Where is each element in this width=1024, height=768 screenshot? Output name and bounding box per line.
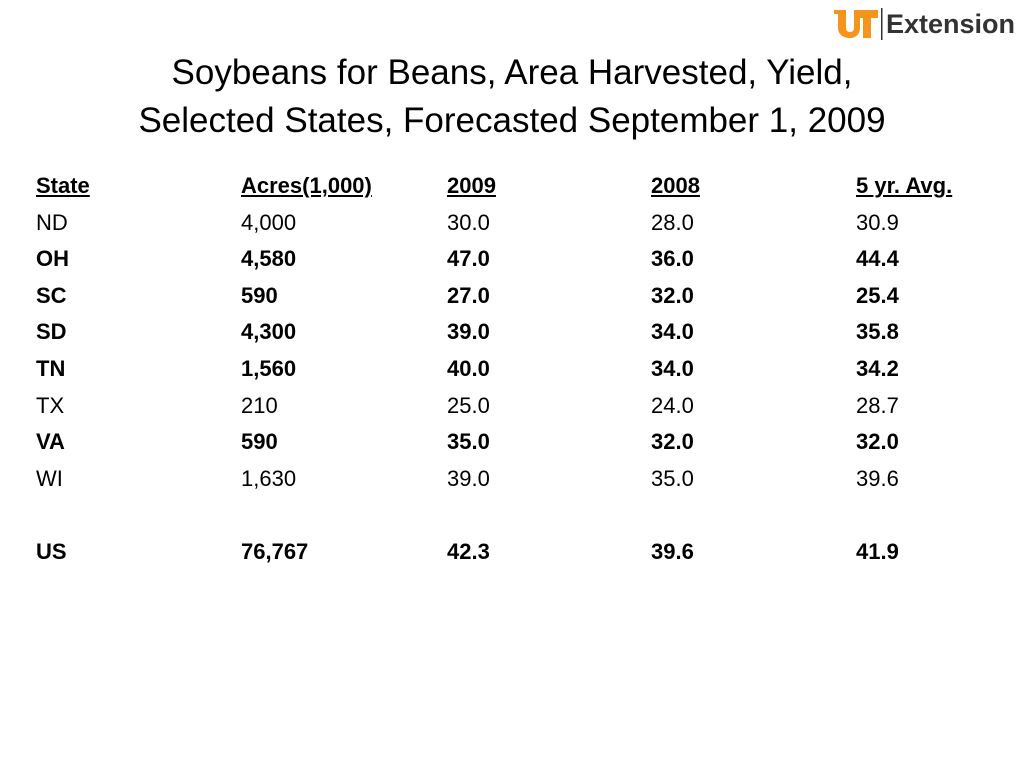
cell-2008: 35.0 xyxy=(651,465,694,491)
total-2008: 39.6 xyxy=(651,538,694,564)
cell-state: WI xyxy=(36,465,63,491)
cell-5yr-avg: 30.9 xyxy=(856,209,899,235)
cell-state: SD xyxy=(36,319,67,345)
total-5yr-avg: 41.9 xyxy=(856,538,899,564)
table-row: ND 4,000 30.0 28.0 30.9 xyxy=(36,205,1016,242)
cell-2009: 25.0 xyxy=(447,392,490,418)
logo-text: Extension xyxy=(886,9,1015,39)
cell-5yr-avg: 34.2 xyxy=(856,355,899,381)
cell-2008: 32.0 xyxy=(651,429,694,455)
slide-title: Soybeans for Beans, Area Harvested, Yiel… xyxy=(0,49,1024,145)
ut-extension-logo: Extension xyxy=(832,6,1018,40)
cell-acres: 590 xyxy=(241,282,278,308)
table-row: TX 210 25.0 24.0 28.7 xyxy=(36,388,1016,425)
cell-2009: 39.0 xyxy=(447,465,490,491)
cell-2008: 34.0 xyxy=(651,355,694,381)
cell-5yr-avg: 44.4 xyxy=(856,246,899,272)
cell-state: OH xyxy=(36,246,69,272)
cell-2008: 34.0 xyxy=(651,319,694,345)
cell-state: TN xyxy=(36,355,66,381)
cell-2008: 28.0 xyxy=(651,209,694,235)
table-row-total: US 76,767 42.3 39.6 41.9 xyxy=(36,534,1016,571)
cell-acres: 4,580 xyxy=(241,246,297,272)
cell-acres: 1,560 xyxy=(241,355,297,381)
header-state: State xyxy=(36,173,90,198)
cell-2008: 36.0 xyxy=(651,246,694,272)
table-row: VA 590 35.0 32.0 32.0 xyxy=(36,424,1016,461)
cell-acres: 4,000 xyxy=(241,209,297,235)
table-spacer xyxy=(36,497,1016,534)
cell-state: ND xyxy=(36,209,68,235)
header-2008: 2008 xyxy=(651,173,700,198)
table-row: SD 4,300 39.0 34.0 35.8 xyxy=(36,314,1016,351)
cell-2008: 32.0 xyxy=(651,282,694,308)
cell-acres: 590 xyxy=(241,429,278,455)
cell-state: TX xyxy=(36,392,65,418)
cell-2009: 27.0 xyxy=(447,282,490,308)
cell-state: SC xyxy=(36,282,67,308)
header-2009: 2009 xyxy=(447,173,496,198)
title-line-2: Selected States, Forecasted September 1,… xyxy=(138,101,886,140)
ut-logo-icon: Extension xyxy=(834,8,1015,40)
total-acres: 76,767 xyxy=(241,538,309,564)
header-5yr-avg: 5 yr. Avg. xyxy=(856,173,953,198)
table-row: TN 1,560 40.0 34.0 34.2 xyxy=(36,351,1016,388)
table-row: WI 1,630 39.0 35.0 39.6 xyxy=(36,461,1016,498)
table-row: SC 590 27.0 32.0 25.4 xyxy=(36,278,1016,315)
total-state: US xyxy=(36,538,67,564)
title-line-1: Soybeans for Beans, Area Harvested, Yiel… xyxy=(171,53,853,92)
table-header-row: State Acres(1,000) 2009 2008 5 yr. Avg. xyxy=(36,168,1016,205)
soybean-yield-table: State Acres(1,000) 2009 2008 5 yr. Avg. … xyxy=(36,168,1016,571)
cell-state: VA xyxy=(36,429,65,455)
cell-acres: 1,630 xyxy=(241,465,297,491)
cell-2009: 30.0 xyxy=(447,209,490,235)
cell-5yr-avg: 32.0 xyxy=(856,429,899,455)
cell-acres: 210 xyxy=(241,392,278,418)
cell-2009: 47.0 xyxy=(447,246,490,272)
header-acres: Acres(1,000) xyxy=(241,173,372,198)
cell-2009: 40.0 xyxy=(447,355,490,381)
cell-acres: 4,300 xyxy=(241,319,297,345)
total-2009: 42.3 xyxy=(447,538,490,564)
cell-2009: 39.0 xyxy=(447,319,490,345)
cell-2008: 24.0 xyxy=(651,392,694,418)
table-row: OH 4,580 47.0 36.0 44.4 xyxy=(36,241,1016,278)
cell-2009: 35.0 xyxy=(447,429,490,455)
cell-5yr-avg: 25.4 xyxy=(856,282,899,308)
cell-5yr-avg: 28.7 xyxy=(856,392,899,418)
cell-5yr-avg: 39.6 xyxy=(856,465,899,491)
cell-5yr-avg: 35.8 xyxy=(856,319,899,345)
